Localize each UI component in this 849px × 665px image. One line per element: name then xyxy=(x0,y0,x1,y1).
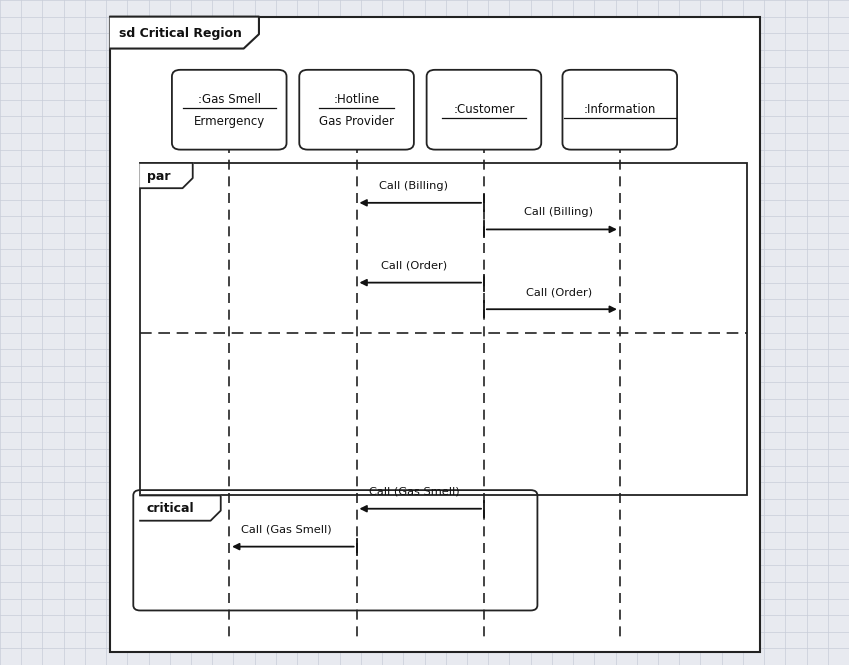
Polygon shape xyxy=(140,495,221,521)
FancyBboxPatch shape xyxy=(110,17,760,652)
FancyBboxPatch shape xyxy=(562,70,677,150)
Text: Call (Gas Smell): Call (Gas Smell) xyxy=(241,525,332,535)
Text: :Customer: :Customer xyxy=(453,103,514,116)
Polygon shape xyxy=(140,163,193,188)
Text: Gas Provider: Gas Provider xyxy=(319,115,394,128)
Text: par: par xyxy=(147,170,171,183)
Text: Ermergency: Ermergency xyxy=(194,115,265,128)
Text: sd Critical Region: sd Critical Region xyxy=(119,27,242,40)
Text: :Hotline: :Hotline xyxy=(334,93,380,106)
Text: Call (Order): Call (Order) xyxy=(381,261,447,271)
Text: Call (Order): Call (Order) xyxy=(526,287,592,297)
FancyBboxPatch shape xyxy=(171,70,287,150)
Text: :Gas Smell: :Gas Smell xyxy=(198,93,261,106)
Text: Call (Gas Smell): Call (Gas Smell) xyxy=(368,487,459,497)
Text: :Information: :Information xyxy=(583,103,656,116)
Text: Call (Billing): Call (Billing) xyxy=(380,181,448,191)
FancyBboxPatch shape xyxy=(426,70,541,150)
Polygon shape xyxy=(110,17,259,49)
FancyBboxPatch shape xyxy=(299,70,413,150)
Text: Call (Billing): Call (Billing) xyxy=(524,207,593,217)
Text: critical: critical xyxy=(147,502,194,515)
